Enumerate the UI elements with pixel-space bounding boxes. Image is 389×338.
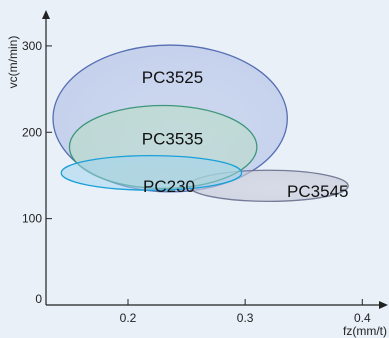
region-pc230 (60, 154, 243, 191)
x-axis-label: fz(mm/t) (343, 324, 387, 338)
region-label-pc3525: PC3525 (142, 68, 203, 87)
y-tick-label: 200 (22, 125, 42, 139)
region-label-pc3535: PC3535 (142, 130, 203, 149)
ticks-group: 0.2 0.3 0.4 0 100 200 300 (22, 39, 371, 325)
x-tick-label: 0.4 (354, 311, 371, 325)
region-label-pc230: PC230 (143, 177, 195, 196)
y-tick-label: 0 (35, 292, 42, 306)
y-tick-label: 100 (22, 212, 42, 226)
y-axis-label: vc(m/min) (6, 36, 20, 89)
x-axis-arrow (379, 301, 388, 309)
region-labels-group: PC3525 PC3535 PC230 PC3545 (142, 68, 349, 201)
regions-group (52, 44, 349, 203)
x-tick-label: 0.2 (120, 311, 137, 325)
region-label-pc3545: PC3545 (287, 182, 348, 201)
y-tick-label: 300 (22, 39, 42, 53)
y-axis-arrow (42, 10, 50, 19)
x-tick-label: 0.3 (237, 311, 254, 325)
